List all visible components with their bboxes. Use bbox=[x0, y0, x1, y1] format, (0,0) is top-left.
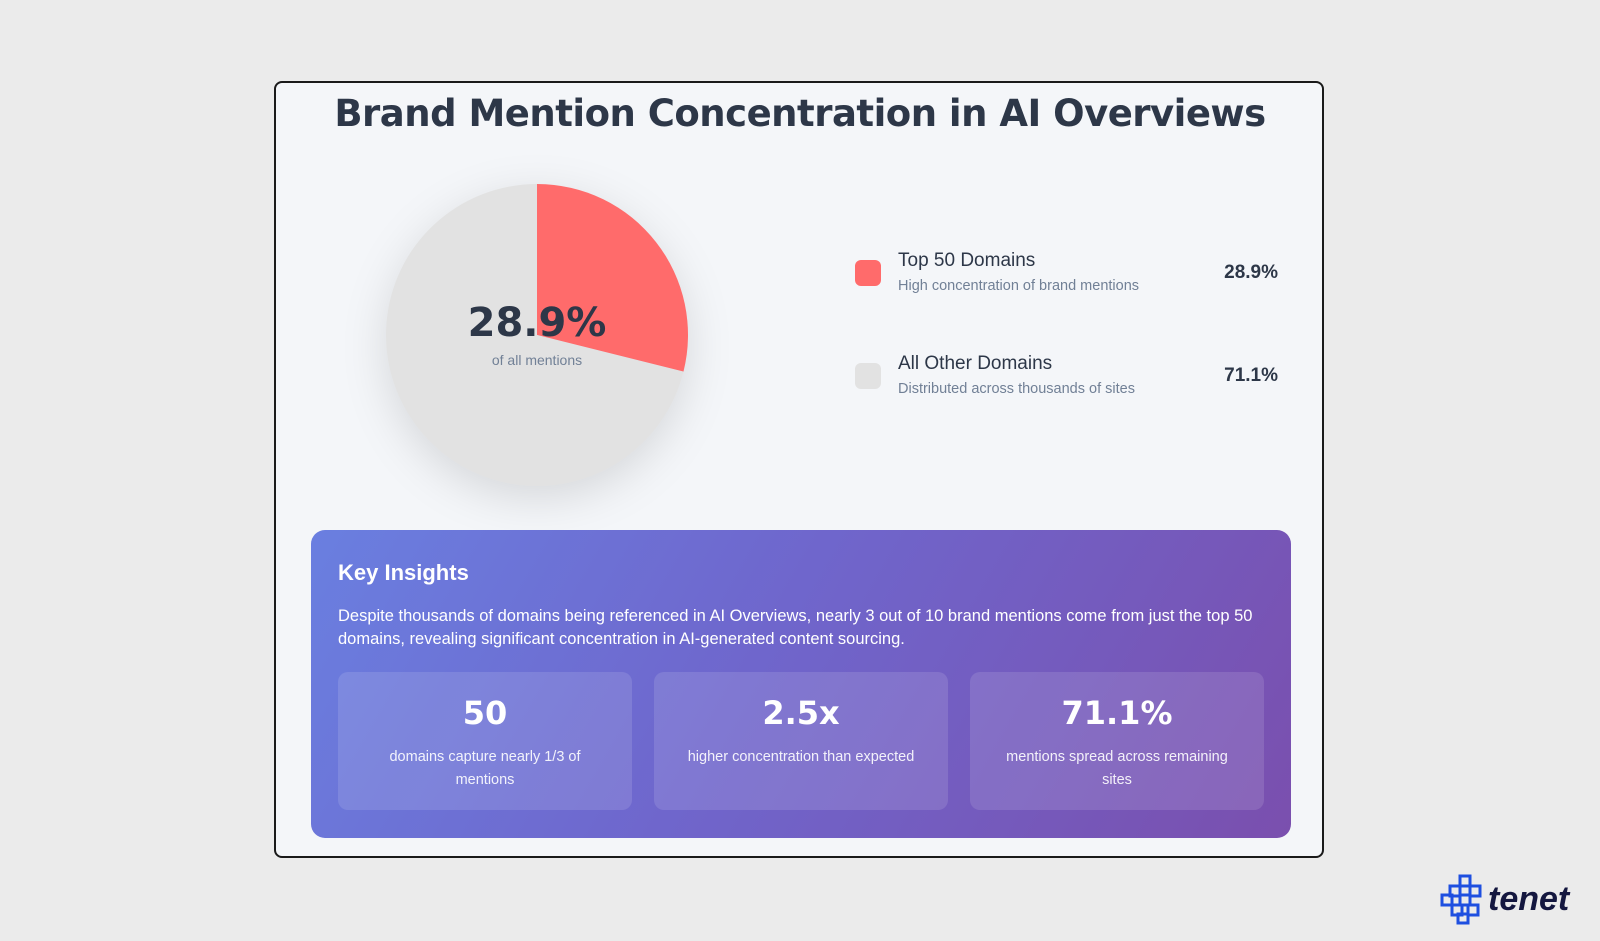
insights-text: Despite thousands of domains being refer… bbox=[338, 607, 1253, 648]
legend-item-top-50: Top 50 Domains High concentration of bra… bbox=[854, 250, 1278, 300]
legend-name: All Other Domains bbox=[898, 353, 1053, 374]
stat-card: 50 domains capture nearly 1/3 of mention… bbox=[338, 672, 632, 810]
key-insights-panel: Key Insights Despite thousands of domain… bbox=[311, 530, 1291, 838]
pie-center-value: 28.9% bbox=[467, 300, 607, 346]
legend-description: High concentration of brand mentions bbox=[898, 278, 1140, 294]
legend-swatch bbox=[855, 363, 881, 389]
logo-text: tenet bbox=[1488, 879, 1570, 918]
stat-value: 2.5x bbox=[762, 694, 840, 732]
pie-slice-1 bbox=[385, 184, 684, 486]
legend-swatch bbox=[855, 260, 881, 286]
legend-name: Top 50 Domains bbox=[898, 250, 1036, 271]
insights-title: Key Insights bbox=[338, 560, 469, 585]
chart-title: Brand Mention Concentration in AI Overvi… bbox=[334, 92, 1266, 135]
legend-item-other: All Other Domains Distributed across tho… bbox=[854, 353, 1278, 403]
pie-slice-0 bbox=[537, 184, 688, 372]
stat-value: 71.1% bbox=[1061, 694, 1173, 732]
stat-value: 50 bbox=[462, 694, 508, 732]
stat-label: mentions spread across remaining sites bbox=[1006, 749, 1228, 788]
legend-description: Distributed across thousands of sites bbox=[898, 381, 1135, 397]
pie-chart bbox=[385, 184, 688, 486]
legend-value: 71.1% bbox=[1224, 365, 1278, 386]
legend-value: 28.9% bbox=[1224, 262, 1278, 283]
stat-label: domains capture nearly 1/3 of mentions bbox=[389, 749, 581, 788]
stat-label: higher concentration than expected bbox=[687, 749, 915, 765]
tenet-logo: tenet bbox=[1440, 873, 1569, 925]
tenet-logo-icon bbox=[1440, 874, 1482, 925]
pie-center-label: of all mentions bbox=[491, 352, 583, 368]
stat-card: 71.1% mentions spread across remaining s… bbox=[970, 672, 1264, 810]
stat-card: 2.5x higher concentration than expected bbox=[654, 672, 948, 810]
